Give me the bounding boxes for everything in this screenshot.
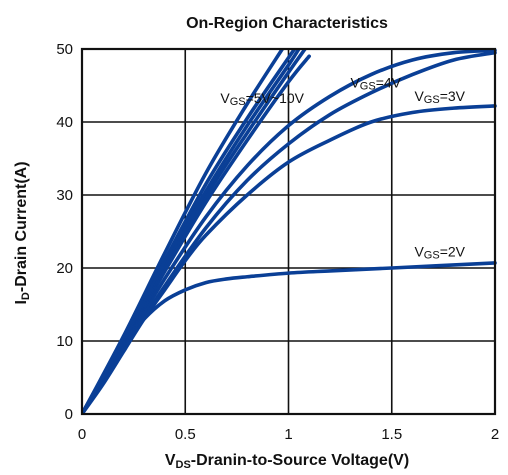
x-axis-title-main: V	[165, 452, 176, 469]
series-label-rest: =2V	[440, 243, 466, 259]
series-label-sub: GS	[230, 96, 246, 108]
series-label-main: V	[220, 90, 230, 106]
series-label-main: V	[414, 88, 424, 104]
x-tick-label: 0.5	[175, 426, 196, 443]
series-label-sub: GS	[424, 94, 440, 106]
x-axis-title: VDS-Dranin-to-Source Voltage(V)	[165, 452, 409, 471]
y-axis-title: ID-Drain Current(A)	[13, 161, 32, 304]
series-label-main: V	[350, 75, 360, 91]
x-tick-label: 2	[491, 426, 499, 443]
series-label-sub: GS	[424, 249, 440, 261]
x-axis-title-rest: -Dranin-to-Source Voltage(V)	[191, 452, 409, 469]
y-axis-title-rest: -Drain Current(A)	[13, 161, 30, 292]
y-tick-label: 20	[56, 260, 73, 277]
y-tick-label: 50	[56, 41, 73, 58]
x-axis-title-sub: DS	[176, 459, 191, 471]
series-label-rest: =3V	[440, 88, 466, 104]
series-label-main: V	[414, 243, 424, 259]
y-tick-label: 40	[56, 114, 73, 131]
y-tick-label: 10	[56, 333, 73, 350]
series-label-rest: =4V	[376, 75, 402, 91]
plot-frame	[80, 47, 497, 416]
grid-layer	[82, 49, 495, 414]
x-tick-label: 1	[284, 426, 292, 443]
x-tick-label: 1.5	[381, 426, 402, 443]
series-label-rest: =5V~10V	[246, 90, 305, 106]
series-curve-vgs4a	[82, 50, 497, 414]
series-label-sub: GS	[360, 81, 376, 93]
series-curve-vgs10	[82, 48, 285, 414]
series-label-3: VGS=2V	[414, 243, 465, 261]
y-axis-title-sub: D	[20, 292, 32, 300]
series-curve-vgs5	[82, 54, 311, 414]
series-label-0: VGS=5V~10V	[220, 90, 304, 108]
y-tick-label: 30	[56, 187, 73, 204]
x-tick-label: 0	[78, 426, 86, 443]
series-curve-vgs4b	[82, 48, 497, 414]
series-label-2: VGS=3V	[414, 88, 465, 106]
chart-title: On-Region Characteristics	[186, 15, 388, 32]
series-label-1: VGS=4V	[350, 75, 401, 93]
series-layer	[82, 48, 497, 414]
y-tick-label: 0	[65, 406, 73, 423]
y-axis-title-main: I	[13, 300, 30, 304]
